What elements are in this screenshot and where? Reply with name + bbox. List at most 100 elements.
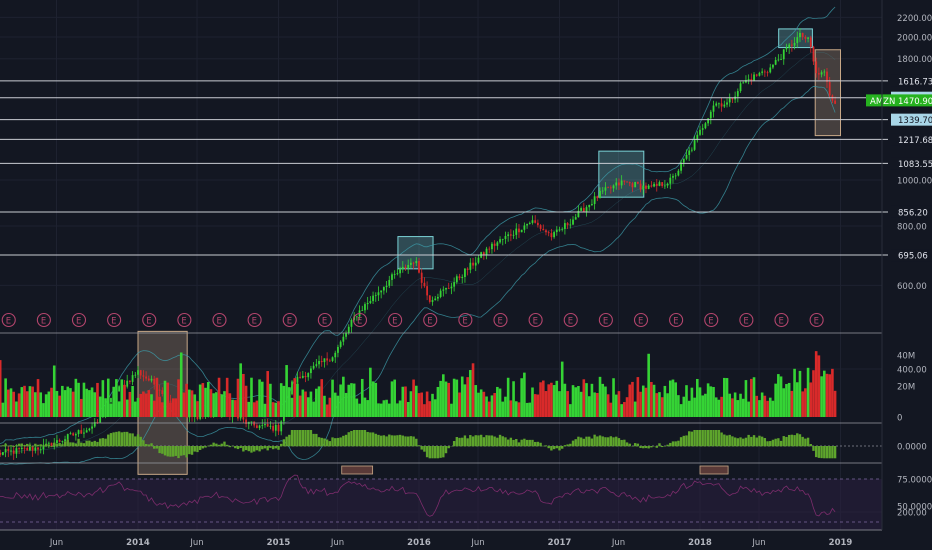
- level-label: 1217.68: [898, 136, 932, 146]
- volume-bar: [452, 378, 456, 417]
- osc-bar: [533, 441, 537, 447]
- volume-bar: [625, 397, 629, 417]
- osc-bar: [582, 438, 586, 447]
- earnings-marker: [704, 312, 719, 328]
- candle-body: [758, 72, 761, 76]
- volume-bar: [641, 385, 645, 417]
- volume-bar: [655, 393, 659, 417]
- x-tick-label: 2018: [688, 538, 712, 548]
- osc-bar: [736, 438, 740, 447]
- osc-bar: [512, 439, 515, 447]
- candle-body: [296, 376, 299, 383]
- volume-bar: [790, 390, 794, 417]
- volume-bar: [244, 385, 248, 417]
- x-tick-label: 2016: [407, 538, 431, 548]
- osc-bar: [355, 430, 359, 447]
- candle-body: [337, 346, 339, 353]
- candle-body: [10, 450, 12, 452]
- osc-bar: [288, 434, 291, 447]
- earnings-marker-label: E: [814, 317, 819, 327]
- candle-body: [491, 243, 493, 250]
- volume-bar: [396, 403, 399, 417]
- rsi-marker-box: [699, 465, 729, 475]
- volume-bar: [242, 373, 245, 417]
- candle-body: [380, 290, 383, 293]
- candle-body: [4, 449, 7, 453]
- osc-bar: [558, 446, 561, 451]
- osc-bar: [31, 446, 34, 447]
- candle-body: [609, 187, 612, 189]
- candle-body: [374, 295, 377, 297]
- osc-bar: [23, 445, 26, 447]
- osc-bar: [50, 446, 53, 447]
- osc-bar: [225, 444, 229, 447]
- volume-bar: [590, 383, 594, 417]
- volume-bar: [333, 392, 337, 417]
- osc-bar: [39, 444, 42, 447]
- osc-bar: [358, 430, 361, 447]
- volume-bar: [71, 391, 75, 417]
- candle-body: [34, 447, 37, 451]
- osc-bar: [379, 435, 383, 447]
- osc-bar: [658, 443, 661, 447]
- volume-bar: [639, 391, 642, 417]
- volume-bar: [574, 387, 578, 417]
- volume-bar: [44, 394, 48, 417]
- volume-bar: [193, 394, 197, 417]
- candle-body: [364, 304, 366, 311]
- candle-body: [750, 79, 753, 81]
- osc-bar: [520, 439, 523, 447]
- osc-bar: [669, 442, 672, 447]
- candle-body: [245, 419, 247, 424]
- osc-bar: [112, 432, 115, 447]
- osc-bar: [363, 430, 367, 447]
- candle-body: [407, 264, 410, 269]
- candle-body: [666, 183, 669, 186]
- osc-bar: [134, 436, 137, 447]
- candle-body: [409, 262, 412, 265]
- osc-bar: [255, 446, 259, 451]
- osc-bar: [298, 430, 302, 447]
- volume-bar: [431, 393, 434, 417]
- volume-bar: [123, 384, 126, 417]
- volume-bar: [93, 392, 97, 417]
- volume-bar: [325, 404, 329, 417]
- volume-bar: [750, 378, 753, 417]
- osc-bar: [66, 439, 69, 447]
- volume-bar: [517, 402, 521, 417]
- volume-bar: [66, 386, 70, 417]
- candle-body: [2, 452, 4, 455]
- osc-bar: [547, 446, 550, 449]
- volume-bar: [644, 387, 648, 417]
- osc-bar: [796, 433, 799, 447]
- osc-bar: [793, 435, 796, 447]
- volume-bar: [520, 378, 523, 417]
- osc-bar: [158, 446, 161, 454]
- osc-bar: [234, 446, 237, 449]
- volume-bar: [720, 396, 723, 417]
- candle-body: [377, 292, 380, 296]
- horizontal-levels[interactable]: 1616.731490.141339.701217.681083.55856.2…: [0, 74, 932, 262]
- osc-bar: [436, 446, 440, 459]
- candle-body: [755, 74, 758, 76]
- volume-bar: [531, 387, 534, 417]
- osc-bar: [709, 430, 713, 447]
- volume-bar: [390, 381, 394, 417]
- candle-body: [780, 59, 782, 61]
- osc-bar: [701, 430, 704, 447]
- volume-bar: [668, 380, 672, 417]
- osc-bar: [71, 442, 75, 447]
- candle-body: [496, 242, 499, 246]
- osc-bar: [463, 435, 467, 447]
- osc-bar: [409, 436, 413, 447]
- osc-bar: [198, 446, 202, 450]
- volume-bar: [577, 386, 580, 417]
- candle-body: [318, 360, 320, 365]
- osc-bar: [571, 440, 575, 447]
- volume-bar: [174, 398, 178, 417]
- volume-bar: [828, 374, 831, 417]
- volume-bar: [414, 385, 418, 417]
- osc-bar: [685, 435, 688, 447]
- osc-bar: [696, 430, 699, 447]
